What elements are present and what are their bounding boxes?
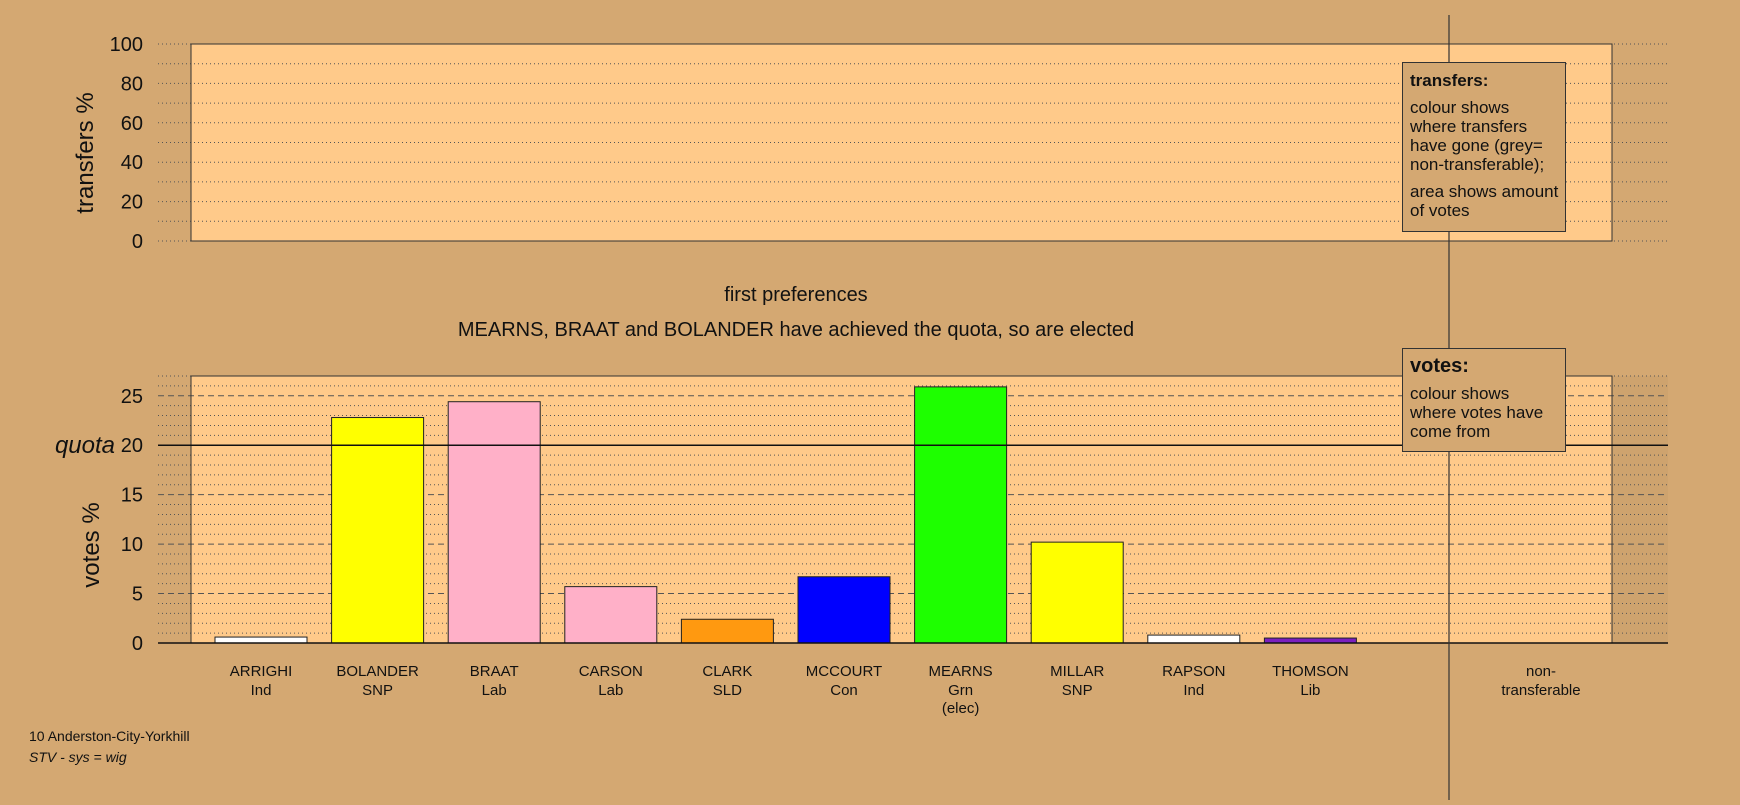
transfers-plot-frame	[190, 43, 1613, 242]
category-note-label: (elec)	[942, 700, 980, 717]
category-name-label: THOMSON	[1272, 663, 1349, 680]
votes-legend-line-1: colour shows where votes have come from	[1410, 384, 1544, 441]
vote-bar-rapson	[1147, 634, 1241, 644]
vote-bar-arrighi	[214, 636, 308, 644]
vote-bar-braat	[447, 401, 541, 644]
category-name-label: CARSON	[579, 663, 643, 680]
category-party-label: SNP	[362, 682, 393, 699]
votes-y-tick-label: 15	[121, 485, 143, 507]
transfers-y-tick-label: 60	[121, 113, 143, 135]
category-name-label: MEARNS	[929, 663, 993, 680]
transfers-plot-area	[191, 44, 1612, 241]
transfers-legend-line-1: colour shows where transfers have gone (…	[1410, 98, 1545, 174]
category-name-label: ARRIGHI	[230, 663, 293, 680]
votes-y-tick-label: 5	[132, 584, 143, 606]
transfers-legend-line-2: area shows amount of votes	[1410, 182, 1559, 220]
transfers-y-tick-label: 100	[110, 34, 143, 56]
transfers-legend-title: transfers:	[1410, 71, 1489, 90]
vote-bar-carson	[564, 586, 658, 644]
category-name-label: CLARK	[702, 663, 752, 680]
transfers-legend: transfers: colour shows where transfers …	[1402, 62, 1566, 232]
category-name-label: MILLAR	[1050, 663, 1104, 680]
category-name-label: BRAAT	[470, 663, 519, 680]
nontransferable-label: non-	[1526, 663, 1556, 680]
category-party-label: Lab	[598, 682, 623, 699]
chart-texts: first preferences MEARNS, BRAAT and BOLAN…	[458, 15, 1450, 800]
vote-bar-mccourt	[797, 576, 891, 644]
footer-system: STV - sys = wig	[29, 749, 127, 765]
nontransferable-label: transferable	[1501, 682, 1580, 699]
category-party-label: SLD	[713, 682, 742, 699]
votes-y-tick-label: 25	[121, 386, 143, 408]
chart-subtitle: MEARNS, BRAAT and BOLANDER have achieved…	[458, 319, 1134, 341]
votes-legend: votes: colour shows where votes have com…	[1402, 348, 1566, 452]
category-name-label: MCCOURT	[806, 663, 882, 680]
category-party-label: Lib	[1300, 682, 1320, 699]
footer-constituency: 10 Anderston-City-Yorkhill	[29, 728, 190, 744]
category-party-label: SNP	[1062, 682, 1093, 699]
quota-label: quota	[55, 432, 115, 459]
category-party-label: Grn	[948, 682, 973, 699]
transfers-y-tick-label: 20	[121, 192, 143, 214]
votes-panel: 0 5 10 15 20 25 quota votes % ARRIGHI Ind BOLANDER…	[55, 375, 1668, 717]
vote-bar-mearns	[914, 386, 1008, 644]
votes-outer-shade	[1612, 376, 1668, 643]
votes-y-tick-label: 20	[121, 435, 143, 457]
votes-y-tick-label: 10	[121, 534, 143, 556]
transfers-y-axis-label: transfers %	[72, 92, 99, 213]
category-party-label: Ind	[1183, 682, 1204, 699]
transfers-y-tick-label: 80	[121, 73, 143, 95]
category-name-label: RAPSON	[1162, 663, 1225, 680]
category-party-label: Con	[830, 682, 858, 699]
vote-bar-millar	[1030, 541, 1124, 644]
category-party-label: Ind	[251, 682, 272, 699]
vote-bar-clark	[680, 618, 774, 644]
vote-bar-bolander	[331, 417, 425, 644]
transfers-panel: 0 20 40 60 80 100 transfers %	[72, 34, 1668, 253]
transfers-y-tick-label: 40	[121, 152, 143, 174]
votes-legend-title: votes:	[1410, 355, 1469, 377]
category-party-label: Lab	[482, 682, 507, 699]
votes-y-axis-label: votes %	[78, 502, 105, 587]
chart-title: first preferences	[724, 284, 867, 306]
transfers-y-tick-label: 0	[132, 231, 143, 253]
votes-plot-area	[191, 376, 1612, 643]
category-name-label: BOLANDER	[336, 663, 419, 680]
votes-y-tick-label: 0	[132, 633, 143, 655]
